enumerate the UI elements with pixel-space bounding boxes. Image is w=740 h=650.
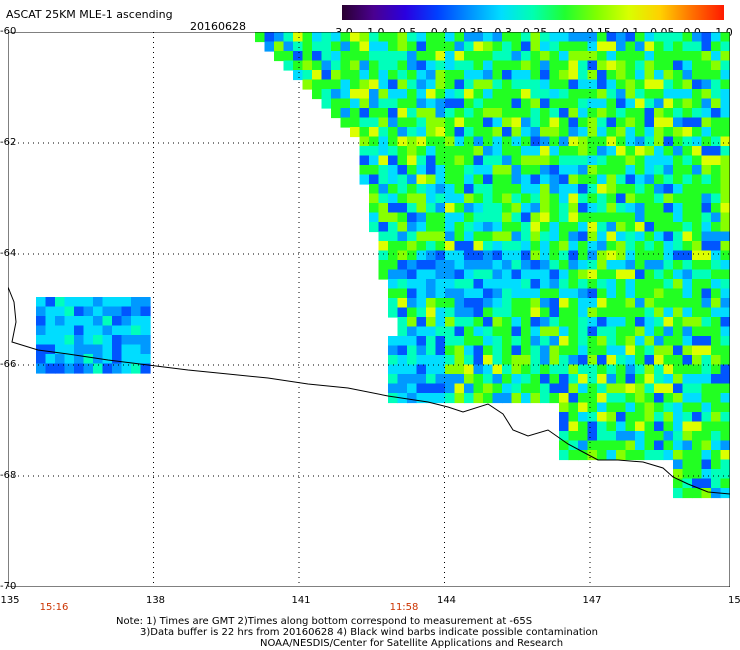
note-line-1: Note: 1) Times are GMT 2)Times along bot… [116,616,533,627]
time-label-2: 11:58 [389,602,419,613]
latitude-label: -66 [0,359,17,370]
longitude-label: 147 [582,595,602,606]
lat-lon-grid [8,32,730,587]
latitude-label: -70 [0,581,17,592]
antarctic-coastline [8,286,730,495]
credit-line: NOAA/NESDIS/Center for Satellite Applica… [260,638,564,649]
latitude-label: -60 [0,26,17,37]
latitude-label: -64 [0,248,17,259]
longitude-label: 141 [291,595,311,606]
map-date: 20160628 [190,20,246,33]
latitude-label: -62 [0,137,17,148]
colorbar [342,5,724,20]
time-label-1: 15:16 [39,602,69,613]
map-title: ASCAT 25KM MLE-1 ascending [6,8,173,21]
note-line-2: 3)Data buffer is 22 hrs from 20160628 4)… [140,627,598,638]
longitude-label: 138 [145,595,166,606]
latitude-label: -68 [0,470,17,481]
longitude-label: 135 [0,595,20,606]
swath-map [8,32,730,587]
scatterometer-swath [36,32,730,499]
longitude-label: 144 [436,595,457,606]
longitude-label: 150 [727,595,740,606]
